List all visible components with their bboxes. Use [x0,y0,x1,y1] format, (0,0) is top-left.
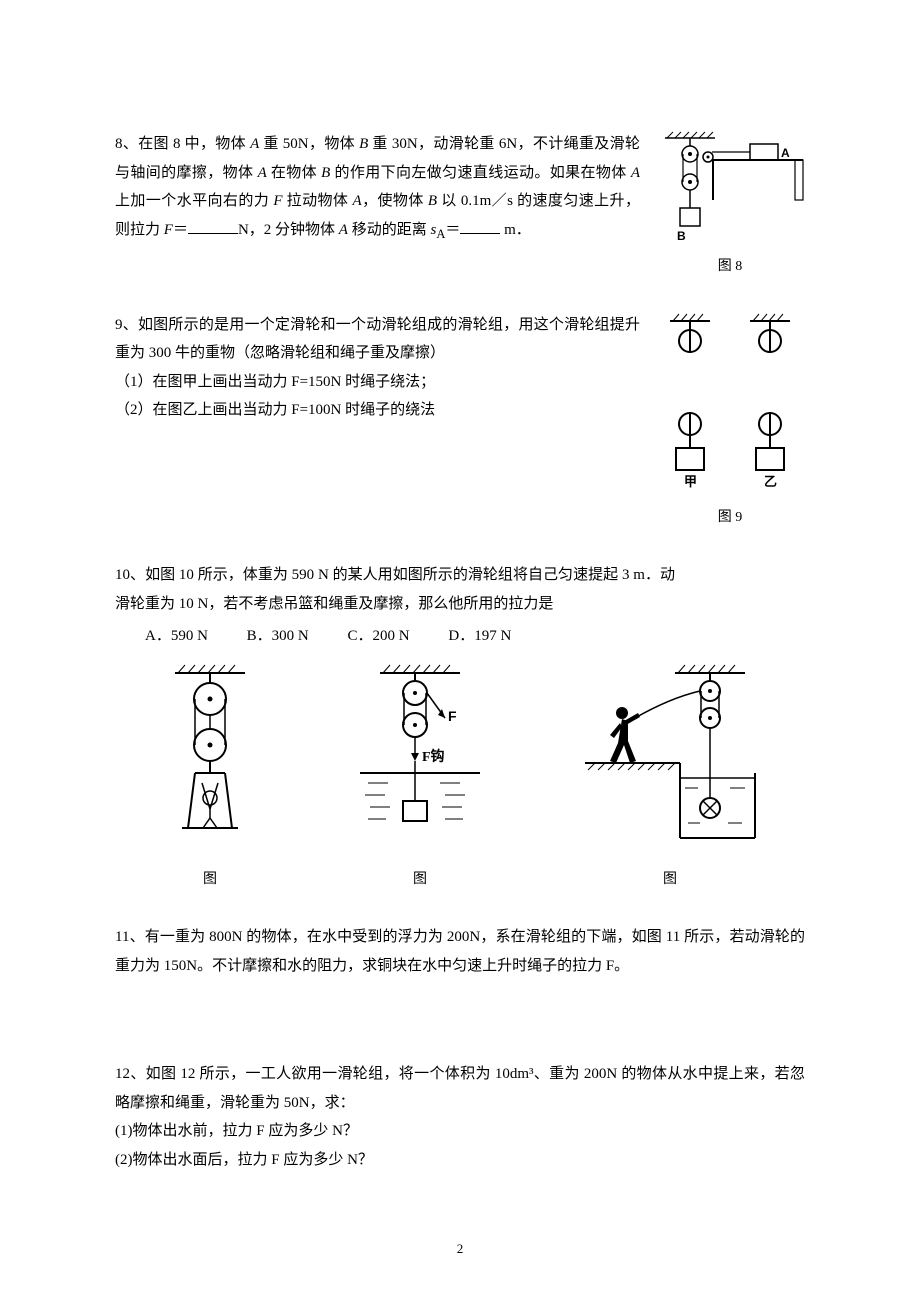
option-c: C．200 N [348,628,410,644]
figure-row-10-11-12: 图 [115,663,805,894]
q9-text: 9、如图所示的是用一个定滑轮和一个动滑轮组成的滑轮组，用这个滑轮组提升重为 30… [115,311,640,425]
q12-item2: (2)物体出水面后，拉力 F 应为多少 N？ [115,1146,805,1175]
page-number: 2 [0,1237,920,1262]
fig9-label: 图 9 [655,505,805,532]
question-9: 9、如图所示的是用一个定滑轮和一个动滑轮组成的滑轮组，用这个滑轮组提升重为 30… [115,311,805,532]
q8-text: 8、在图 8 中，物体 A 重 50N，物体 B 重 30N，动滑轮重 6N，不… [115,130,640,246]
question-10: 10、如图 10 所示，体重为 590 N 的某人用如图所示的滑轮组将自己匀速提… [115,561,805,893]
q8-number: 8、 [115,136,138,152]
figure-9: 甲 乙 图 9 [655,311,805,532]
blank-field [188,218,238,234]
svg-text:F钩: F钩 [422,748,445,765]
q12-number: 12、 [115,1066,146,1082]
fig8-label: 图 8 [655,254,805,281]
question-11: 11、有一重为 800N 的物体，在水中受到的浮力为 200N，系在滑轮组的下端… [115,923,805,980]
option-b: B．300 N [247,628,309,644]
figure-10: 图 [160,663,260,894]
svg-text:乙: 乙 [764,474,777,489]
svg-text:B: B [677,229,686,243]
q12-text: 12、如图 12 所示，一工人欲用一滑轮组，将一个体积为 10dm³、重为 20… [115,1060,805,1174]
question-12: 12、如图 12 所示，一工人欲用一滑轮组，将一个体积为 10dm³、重为 20… [115,1060,805,1174]
q10-number: 10、 [115,567,145,583]
q10-options: A．590 N B．300 N C．200 N D．197 N [115,622,805,651]
figure-12: 图 [580,663,760,894]
q9-item2: （2）在图乙上画出当动力 F=100N 时绳子的绕法 [115,396,640,425]
svg-text:甲: 甲 [684,474,697,489]
figure-11: F F钩 [350,663,490,894]
q11-text: 11、有一重为 800N 的物体，在水中受到的浮力为 200N，系在滑轮组的下端… [115,923,805,980]
q11-number: 11、 [115,929,145,945]
question-8: 8、在图 8 中，物体 A 重 50N，物体 B 重 30N，动滑轮重 6N，不… [115,130,805,281]
q10-text: 10、如图 10 所示，体重为 590 N 的某人用如图所示的滑轮组将自己匀速提… [115,561,805,618]
blank-field [460,218,500,234]
svg-text:F: F [448,708,457,724]
q9-number: 9、 [115,317,138,333]
q12-item1: (1)物体出水前，拉力 F 应为多少 N？ [115,1117,805,1146]
figure-8: A B 图 8 [655,130,805,281]
option-d: D．197 N [448,628,511,644]
q9-item1: （1）在图甲上画出当动力 F=150N 时绳子绕法； [115,368,640,397]
svg-text:A: A [781,146,790,160]
option-a: A．590 N [145,628,208,644]
